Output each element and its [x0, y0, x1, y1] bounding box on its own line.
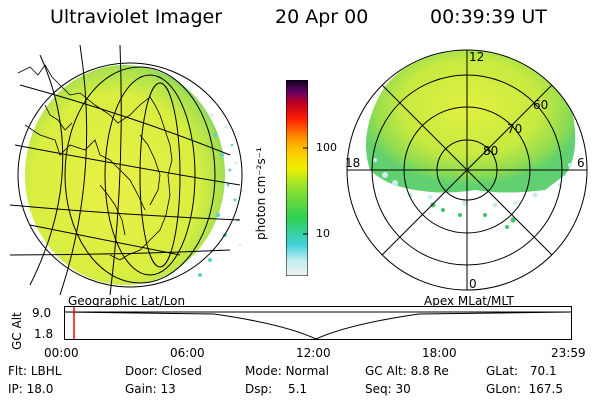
time-tick-1200: 12:00 — [296, 346, 331, 360]
mlt-label-midnight: 0 — [469, 277, 477, 291]
status-ip: IP: 18.0 — [8, 382, 54, 396]
aurora-green-dots — [430, 202, 516, 229]
altitude-ytick-low: 1.8 — [34, 327, 54, 341]
altitude-ylabel: GC Alt — [10, 312, 24, 350]
altitude-plot — [64, 306, 572, 340]
coastlines — [17, 64, 173, 261]
time-tick-0000: 00:00 — [44, 346, 79, 360]
aurora-edge-speckle — [373, 158, 572, 208]
status-door: Door: Closed — [125, 364, 202, 378]
colorbar — [286, 80, 308, 276]
status-glon: GLon: 167.5 — [486, 382, 563, 396]
status-mode: Mode: Normal — [245, 364, 329, 378]
colorbar-tick-low: 10 — [316, 227, 330, 240]
status-seq: Seq: 30 — [365, 382, 411, 396]
mlat-label-70: 70 — [507, 122, 522, 136]
instrument-title: Ultraviolet Imager — [50, 6, 223, 28]
geographic-map — [9, 45, 244, 295]
time-tick-2359: 23:59 — [551, 346, 586, 360]
mlat-label-80: 80 — [483, 144, 498, 158]
observation-time: 00:39:39 UT — [430, 6, 547, 28]
limb-speckle-light — [210, 113, 244, 252]
colorbar-label: photon cm⁻²s⁻¹ — [254, 147, 268, 240]
time-tick-1800: 18:00 — [422, 346, 457, 360]
lat-lon-grid — [9, 45, 243, 295]
status-dsp: Dsp: 5.1 — [245, 382, 308, 396]
status-gc-alt: GC Alt: 8.8 Re — [365, 364, 449, 378]
observation-date: 20 Apr 00 — [275, 6, 369, 28]
time-tick-0600: 06:00 — [170, 346, 205, 360]
right-panel-label: Apex MLat/MLT — [424, 294, 514, 308]
status-glat: GLat: 70.1 — [486, 364, 557, 378]
colorbar-tick-high: 100 — [316, 141, 337, 154]
mlt-label-dusk: 18 — [345, 156, 360, 170]
polar-grid — [346, 49, 588, 291]
altitude-ytick-high: 9.0 — [32, 306, 52, 320]
left-panel-label: Geographic Lat/Lon — [68, 294, 186, 308]
aurora-fill — [366, 50, 576, 193]
status-flt: Flt: LBHL — [8, 364, 62, 378]
status-gain: Gain: 13 — [125, 382, 176, 396]
altitude-curve — [64, 311, 572, 340]
mlt-label-noon: 12 — [469, 50, 484, 64]
mlt-label-dawn: 6 — [577, 156, 585, 170]
mlat-label-60: 60 — [533, 98, 548, 112]
polar-map: 12 18 6 0 60 70 80 — [345, 49, 588, 291]
